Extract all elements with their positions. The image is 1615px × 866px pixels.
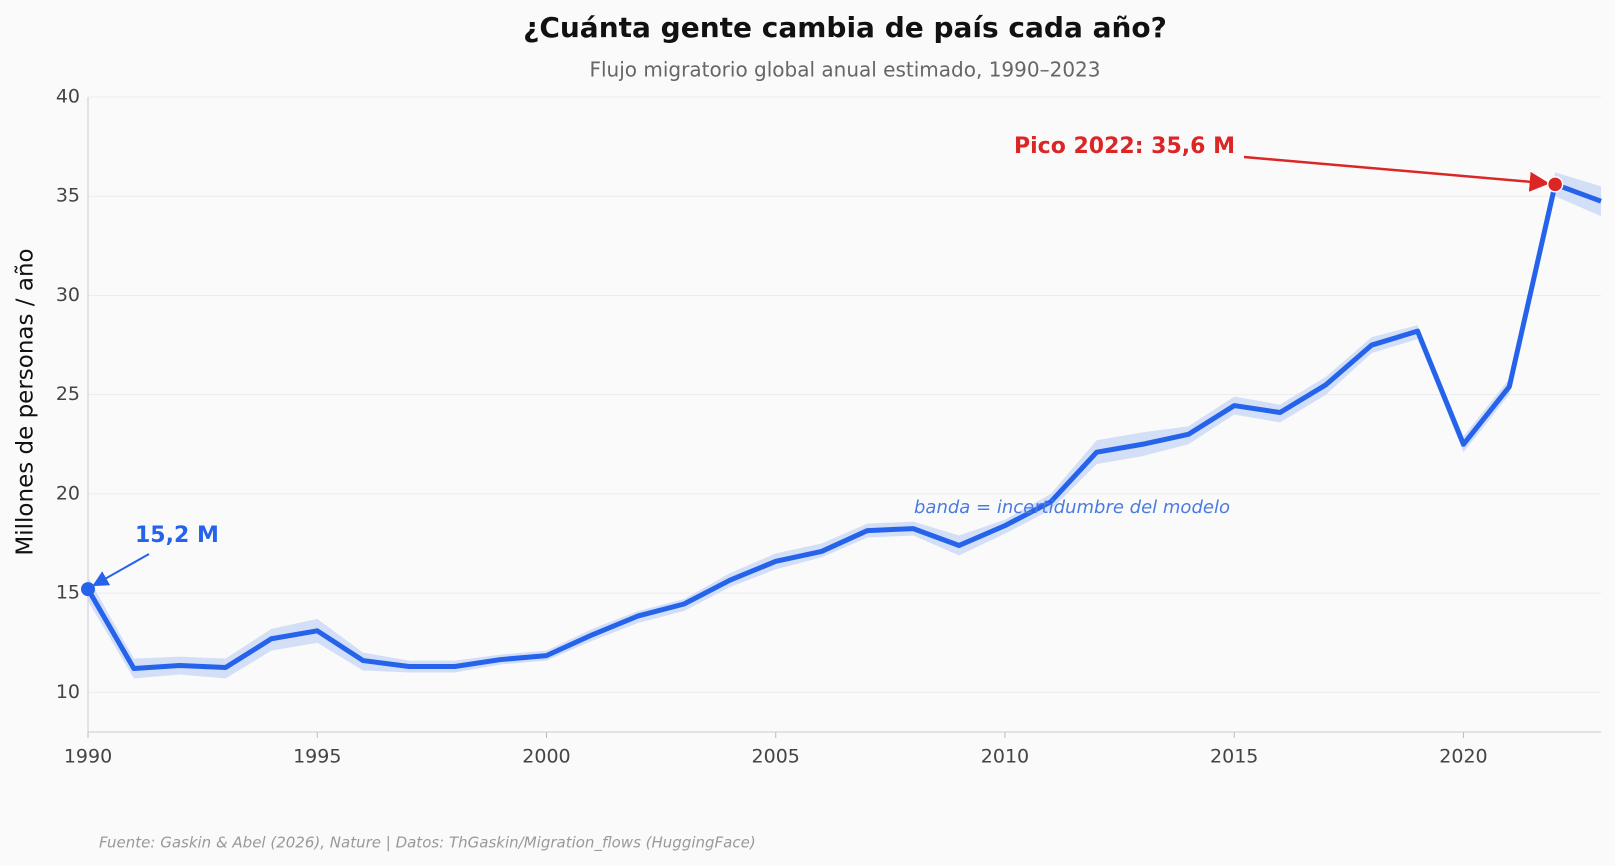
x-tick-label: 2000: [522, 746, 570, 768]
start-point: [81, 582, 95, 597]
x-tick-label: 1990: [64, 746, 112, 768]
y-tick-label: 15: [56, 582, 80, 604]
y-tick-label: 35: [56, 185, 80, 207]
y-tick-label: 20: [56, 482, 80, 504]
y-tick-label: 25: [56, 383, 80, 405]
y-tick-label: 40: [56, 86, 80, 108]
y-tick-label: 30: [56, 284, 80, 306]
chart-title: ¿Cuánta gente cambia de país cada año?: [523, 11, 1167, 44]
series-line: [85, 181, 1602, 671]
chart-subtitle: Flujo migratorio global anual estimado, …: [590, 58, 1101, 82]
y-axis-label: Millones de personas / año: [13, 248, 39, 555]
x-tick-label: 1995: [293, 746, 341, 768]
source-note: Fuente: Gaskin & Abel (2026), Nature | D…: [99, 834, 756, 853]
annotation-arrow: [1243, 155, 1550, 192]
x-tick-label: 2005: [752, 746, 800, 768]
annotation: Pico 2022: 35,6 M: [1014, 134, 1235, 159]
y-tick-label: 10: [56, 681, 80, 703]
x-tick-label: 2010: [981, 746, 1029, 768]
x-tick-label: 2015: [1210, 746, 1258, 768]
annotation: 15,2 M: [135, 523, 219, 548]
x-tick-label: 2020: [1439, 746, 1487, 768]
annotation: banda = incertidumbre del modelo: [914, 497, 1230, 518]
peak-point: [1546, 176, 1564, 193]
annotation-arrow: [92, 553, 150, 587]
